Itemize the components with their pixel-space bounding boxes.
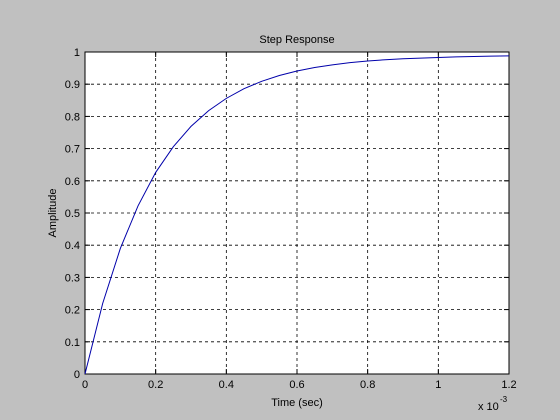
- y-tick-label: 0.9: [65, 79, 80, 91]
- y-tick-label: 0.1: [65, 337, 80, 349]
- y-tick-label: 1: [74, 47, 80, 59]
- x-tick-label: 1.2: [501, 379, 516, 391]
- x-multiplier-exponent: -3: [500, 395, 508, 404]
- y-axis-label: Amplitude: [47, 189, 59, 238]
- y-tick-label: 0.8: [65, 111, 80, 123]
- y-tick-label: 0.2: [65, 305, 80, 317]
- x-multiplier: x 10: [478, 401, 499, 413]
- y-tick-label: 0.5: [65, 208, 80, 220]
- line: [84, 55, 510, 375]
- x-tick-label: 0: [82, 379, 88, 391]
- x-axis-label: Time (sec): [271, 397, 323, 409]
- x-tick-label: 0.6: [289, 379, 304, 391]
- y-tick-label: 0.3: [65, 272, 80, 284]
- x-tick-label: 0.8: [360, 379, 375, 391]
- y-tick-label: 0.6: [65, 176, 80, 188]
- y-tick-label: 0.7: [65, 144, 80, 156]
- x-tick-label: 0.2: [148, 379, 163, 391]
- axes-box: [84, 51, 510, 375]
- y-tick-label: 0: [74, 369, 80, 381]
- chart-title: Step Response: [259, 34, 334, 46]
- y-tick-label: 0.4: [65, 240, 80, 252]
- x-tick-label: 1: [435, 379, 441, 391]
- x-tick-label: 0.4: [219, 379, 234, 391]
